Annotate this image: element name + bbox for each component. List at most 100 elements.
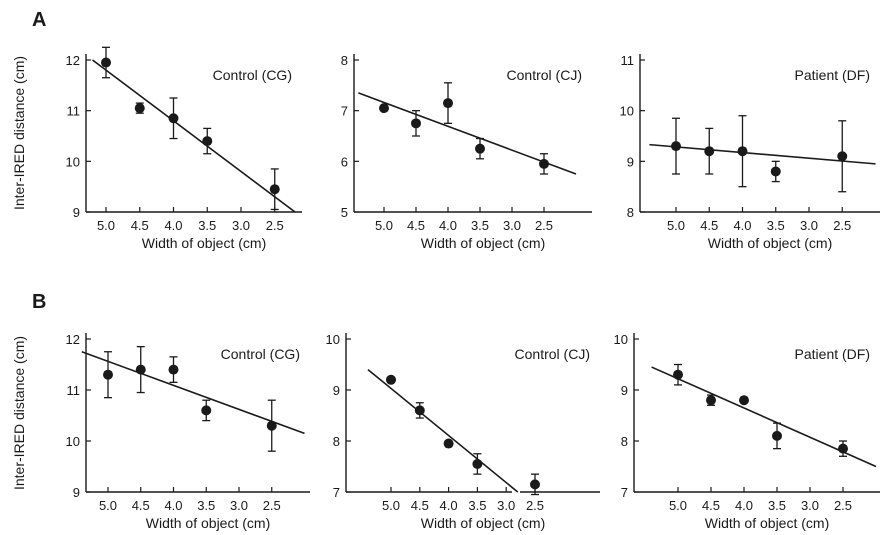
y-tick-label: 10 xyxy=(326,332,340,347)
y-tick-label: 10 xyxy=(614,332,628,347)
x-tick-label: 2.5 xyxy=(526,498,544,513)
x-tick-label: 4.0 xyxy=(164,218,182,233)
y-tick-label: 11 xyxy=(67,383,81,398)
x-tick-label: 3.5 xyxy=(468,498,486,513)
y-tick-label: 12 xyxy=(66,53,80,68)
row-label-b: B xyxy=(32,291,46,313)
x-tick-label: 2.5 xyxy=(834,498,852,513)
data-point xyxy=(266,420,277,431)
regression-line xyxy=(81,350,305,435)
y-tick-label: 9 xyxy=(627,154,634,169)
data-point xyxy=(539,158,549,169)
data-point xyxy=(269,184,280,195)
x-tick-label: 5.0 xyxy=(97,218,115,233)
data-point xyxy=(201,405,212,416)
x-axis-label: Width of object (cm) xyxy=(708,235,832,251)
data-point xyxy=(472,458,483,469)
x-tick-label: 2.5 xyxy=(833,218,851,233)
data-point xyxy=(379,103,389,114)
y-tick-label: 10 xyxy=(66,154,80,169)
x-tick-label: 5.0 xyxy=(667,218,685,233)
row-label-a: A xyxy=(32,9,46,31)
y-tick-label: 11 xyxy=(67,104,81,119)
x-tick-label: 4.5 xyxy=(411,498,429,513)
y-tick-label: 8 xyxy=(333,434,340,449)
data-point xyxy=(443,438,454,449)
x-tick-label: 3.5 xyxy=(471,218,489,233)
x-tick-label: 4.0 xyxy=(164,498,182,513)
x-axis-label: Width of object (cm) xyxy=(421,515,545,531)
y-tick-label: 8 xyxy=(621,434,628,449)
x-axis-label: Width of object (cm) xyxy=(421,235,545,251)
x-tick-label: 5.0 xyxy=(375,218,393,233)
y-axis-label-row-b: Inter-IRED distance (cm) xyxy=(11,336,27,490)
x-axis-label: Width of object (cm) xyxy=(142,235,266,251)
x-tick-label: 3.5 xyxy=(767,218,785,233)
x-tick-label: 4.0 xyxy=(440,498,458,513)
x-tick-label: 3.0 xyxy=(800,218,818,233)
x-axis-label: Width of object (cm) xyxy=(705,515,829,531)
chart-panel-4: 9 10 11 12 5.0 4.5 4.0 3.5 3.0 2.5 Width of object… xyxy=(66,332,310,531)
y-axis-label-row-a: Inter-IRED distance (cm) xyxy=(11,56,27,210)
y-tick-label: 8 xyxy=(341,53,348,68)
chart-title: Patient (DF) xyxy=(795,67,870,83)
x-tick-label: 3.0 xyxy=(503,218,521,233)
data-point xyxy=(838,443,848,454)
chart-title: Patient (DF) xyxy=(795,346,870,362)
y-tick-label: 8 xyxy=(627,205,634,220)
x-tick-label: 4.0 xyxy=(733,218,751,233)
x-tick-label: 5.0 xyxy=(382,498,400,513)
y-tick-label: 11 xyxy=(621,53,635,68)
y-tick-label: 7 xyxy=(341,104,348,119)
data-point xyxy=(168,113,179,124)
data-point xyxy=(411,118,421,129)
y-tick-label: 6 xyxy=(341,154,348,169)
data-point xyxy=(475,143,485,154)
data-point xyxy=(135,364,146,375)
data-point xyxy=(671,141,681,152)
x-tick-label: 4.5 xyxy=(407,218,425,233)
chart-title: Control (CJ) xyxy=(507,67,582,83)
y-tick-label: 9 xyxy=(73,205,80,220)
y-tick-label: 9 xyxy=(621,383,628,398)
regression-line xyxy=(358,92,577,175)
data-point xyxy=(443,98,453,109)
data-point xyxy=(134,103,145,114)
y-tick-label: 5 xyxy=(341,205,348,220)
x-tick-label: 4.5 xyxy=(132,498,150,513)
regression-line xyxy=(92,59,296,213)
y-tick-label: 9 xyxy=(73,485,80,500)
x-tick-label: 4.0 xyxy=(439,218,457,233)
x-tick-label: 3.0 xyxy=(230,498,248,513)
data-point xyxy=(101,57,111,68)
x-tick-label: 4.5 xyxy=(700,218,718,233)
y-tick-label: 9 xyxy=(333,383,340,398)
x-tick-label: 4.0 xyxy=(735,498,753,513)
data-point xyxy=(704,146,715,157)
x-tick-label: 3.5 xyxy=(197,498,215,513)
y-tick-label: 7 xyxy=(621,485,628,500)
regression-line xyxy=(649,143,876,165)
x-tick-label: 3.0 xyxy=(232,218,250,233)
y-tick-label: 10 xyxy=(66,434,80,449)
x-tick-label: 5.0 xyxy=(669,498,687,513)
data-point xyxy=(414,405,425,416)
regression-line xyxy=(367,368,519,493)
x-tick-label: 3.0 xyxy=(801,498,819,513)
data-point xyxy=(837,151,848,162)
x-tick-label: 2.5 xyxy=(266,218,284,233)
chart-panel-5: 7 8 9 10 5.0 4.5 4.0 3.5 3.0 2.5 Width of object (… xyxy=(326,332,600,531)
data-point xyxy=(168,364,179,375)
x-tick-label: 4.5 xyxy=(702,498,720,513)
data-point xyxy=(770,166,781,177)
y-tick-label: 12 xyxy=(66,332,80,347)
data-point xyxy=(673,369,683,380)
chart-title: Control (CG) xyxy=(221,346,300,362)
data-point xyxy=(202,136,213,147)
data-point xyxy=(386,374,396,385)
x-tick-label: 3.5 xyxy=(198,218,216,233)
